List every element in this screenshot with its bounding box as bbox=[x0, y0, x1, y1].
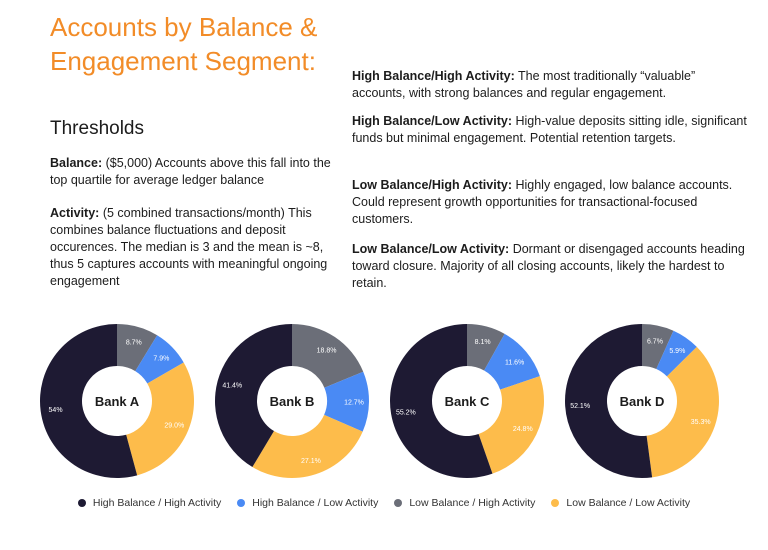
slice-low-high bbox=[467, 324, 505, 371]
segment-high-high: High Balance/High Activity: The most tra… bbox=[352, 68, 747, 102]
slice-label: 52.1% bbox=[570, 403, 590, 410]
slice-label: 12.7% bbox=[344, 400, 364, 407]
slice-high-high bbox=[389, 324, 493, 478]
slice-label: 55.2% bbox=[396, 409, 416, 416]
slice-label: 5.9% bbox=[669, 348, 685, 355]
chart-center-label: Bank D bbox=[620, 394, 665, 409]
slice-high-low bbox=[135, 335, 184, 384]
legend-swatch bbox=[394, 499, 403, 507]
slice-high-high bbox=[564, 324, 653, 478]
definition-term: Activity: bbox=[50, 206, 100, 220]
legend-item-low-low: Low Balance / Low Activity bbox=[551, 497, 690, 509]
slice-low-low bbox=[252, 414, 363, 478]
legend-label: Low Balance / Low Activity bbox=[566, 497, 691, 509]
segment-text: Dormant or disengaged accounts heading t… bbox=[352, 242, 745, 290]
legend-swatch bbox=[551, 499, 560, 507]
slice-label: 8.1% bbox=[475, 339, 491, 346]
segment-low-high: Low Balance/High Activity: Highly engage… bbox=[352, 177, 747, 228]
donut-chart-1: 8.7% 7.9% 29.0% 54% Bank A bbox=[40, 324, 195, 478]
legend: High Balance / High Activity High Balanc… bbox=[0, 497, 768, 509]
slice-high-high bbox=[40, 324, 138, 478]
slice-label: 35.3% bbox=[691, 419, 711, 426]
slice-low-low bbox=[478, 376, 544, 474]
legend-swatch bbox=[77, 499, 86, 507]
slice-low-high bbox=[117, 324, 158, 372]
page-subtitle: Thresholds bbox=[50, 118, 144, 139]
definition-text: ($5,000) Accounts above this fall into t… bbox=[50, 156, 331, 187]
slice-label: 6.7% bbox=[647, 338, 663, 345]
slice-high-low bbox=[324, 371, 370, 432]
segment-high-low: High Balance/Low Activity: High-value de… bbox=[352, 113, 747, 147]
segment-text: The most traditionally “valuable” accoun… bbox=[352, 69, 696, 100]
chart-center-label: Bank B bbox=[270, 394, 315, 409]
slice-label: 18.8% bbox=[317, 348, 337, 355]
legend-item-high-low: High Balance / Low Activity bbox=[237, 497, 378, 509]
slice-label: 54% bbox=[49, 407, 63, 414]
definition-balance: Balance: ($5,000) Accounts above this fa… bbox=[50, 155, 335, 189]
legend-item-high-high: High Balance / High Activity bbox=[77, 497, 222, 509]
segment-text: High-value deposits sitting idle, signif… bbox=[352, 114, 747, 145]
chart-center-label: Bank C bbox=[445, 394, 490, 409]
legend-swatch bbox=[237, 499, 246, 507]
definition-activity: Activity: (5 combined transactions/month… bbox=[50, 205, 335, 290]
slice-label: 27.1% bbox=[301, 458, 321, 465]
segment-term: Low Balance/Low Activity: bbox=[352, 242, 510, 256]
donut-charts: 8.7% 7.9% 29.0% 54% Bank A 18.8% 12.7% 27.1% 41.… bbox=[40, 324, 719, 478]
segment-term: High Balance/Low Activity: bbox=[352, 114, 512, 128]
slice-high-low bbox=[484, 333, 540, 390]
donut-chart-4: 6.7% 5.9% 35.3% 52.1% Bank D bbox=[564, 324, 719, 478]
legend-label: Low Balance / High Activity bbox=[409, 497, 536, 509]
legend-label: High Balance / High Activity bbox=[92, 497, 222, 509]
slice-label: 8.7% bbox=[126, 339, 142, 346]
definition-term: Balance: bbox=[50, 156, 103, 170]
donut-chart-2: 18.8% 12.7% 27.1% 41.4% Bank B bbox=[214, 324, 370, 478]
segment-text: Highly engaged, low balance accounts. Co… bbox=[352, 178, 733, 226]
definition-text: (5 combined transactions/month) This com… bbox=[50, 206, 328, 288]
chart-center-label: Bank A bbox=[95, 394, 140, 409]
slice-low-low bbox=[646, 346, 719, 478]
slice-low-high bbox=[642, 324, 674, 370]
slice-label: 41.4% bbox=[222, 382, 242, 389]
slice-high-high bbox=[214, 324, 292, 468]
slice-label: 24.8% bbox=[513, 426, 533, 433]
slice-high-low bbox=[656, 330, 697, 377]
slice-label: 7.9% bbox=[153, 356, 169, 363]
slice-label: 11.6% bbox=[505, 359, 524, 366]
legend-label: High Balance / Low Activity bbox=[252, 497, 379, 509]
segment-term: Low Balance/High Activity: bbox=[352, 178, 512, 192]
slice-label: 29.0% bbox=[164, 423, 184, 430]
segment-low-low: Low Balance/Low Activity: Dormant or dis… bbox=[352, 241, 747, 292]
segment-term: High Balance/High Activity: bbox=[352, 69, 515, 83]
slice-low-low bbox=[126, 362, 195, 476]
page-title: Accounts by Balance & Engagement Segment… bbox=[50, 12, 318, 76]
slice-low-high bbox=[292, 324, 364, 388]
donut-chart-3: 8.1% 11.6% 24.8% 55.2% Bank C bbox=[389, 324, 544, 478]
legend-item-low-high: Low Balance / High Activity bbox=[394, 497, 535, 509]
